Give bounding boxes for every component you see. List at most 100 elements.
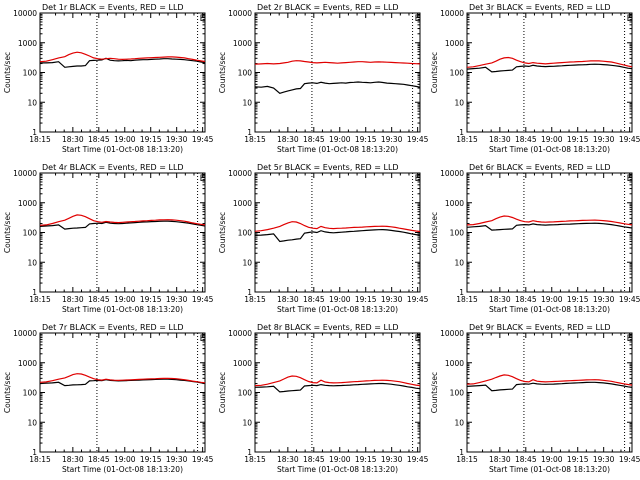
- plot-marker: E: [627, 174, 633, 184]
- plot-title: Det 8r BLACK = Events, RED = LLD: [257, 323, 399, 332]
- plot-title: Det 5r BLACK = Events, RED = LLD: [257, 163, 399, 172]
- x-tick-label: 19:15: [140, 455, 162, 464]
- x-tick-label: 19:30: [593, 135, 615, 144]
- x-tick-label: 18:15: [244, 295, 266, 304]
- x-tick-label: 19:30: [381, 295, 403, 304]
- y-tick-label: 10000: [440, 169, 464, 178]
- y-axis-label: Counts/sec: [218, 52, 227, 93]
- x-tick-label: 18:30: [277, 455, 299, 464]
- y-tick-label: 10: [27, 98, 37, 107]
- y-tick-label: 1: [32, 128, 37, 137]
- y-tick-label: 10: [454, 418, 464, 427]
- y-tick-label: 1000: [233, 359, 252, 368]
- lld-series-line: [254, 375, 421, 387]
- x-tick-label: 18:30: [277, 295, 299, 304]
- y-tick-label: 10: [454, 98, 464, 107]
- detector-plot-2: 1 10 100 1000 10000 18:15 18:30 18:45 19:00 19:15…: [218, 3, 429, 154]
- x-tick-label: 19:45: [407, 135, 429, 144]
- plot-marker: E: [200, 334, 206, 344]
- x-tick-label: 19:45: [192, 455, 214, 464]
- x-tick-label: 18:15: [29, 455, 51, 464]
- x-tick-label: 18:30: [62, 455, 84, 464]
- x-tick-label: 18:15: [456, 455, 478, 464]
- lld-series-line: [466, 215, 633, 226]
- plot-title: Det 2r BLACK = Events, RED = LLD: [257, 3, 399, 12]
- y-tick-label: 100: [450, 229, 465, 238]
- plot-marker: E: [627, 334, 633, 344]
- detector-plot-9: 1 10 100 1000 10000 18:15 18:30 18:45 19:00 19:15…: [430, 323, 640, 474]
- events-series-line: [254, 228, 421, 243]
- x-tick-label: 18:45: [303, 455, 325, 464]
- plot-marker: E: [415, 174, 421, 184]
- x-tick-label: 19:30: [381, 135, 403, 144]
- plot-marker: E: [415, 334, 421, 344]
- x-tick-label: 18:30: [62, 135, 84, 144]
- x-tick-label: 18:45: [515, 295, 537, 304]
- detector-plot-7: 1 10 100 1000 10000 18:15 18:30 18:45 19:00 19:15…: [3, 323, 214, 474]
- y-tick-label: 1: [247, 128, 252, 137]
- y-tick-label: 100: [23, 69, 38, 78]
- plot-frame: [466, 332, 633, 453]
- x-tick-label: 18:45: [88, 455, 110, 464]
- x-tick-label: 19:15: [355, 135, 377, 144]
- y-tick-label: 1000: [18, 39, 37, 48]
- y-tick-label: 1: [247, 448, 252, 457]
- plot-frame: [254, 12, 421, 133]
- x-tick-label: 18:45: [515, 455, 537, 464]
- detector-plot-8: 1 10 100 1000 10000 18:15 18:30 18:45 19:00 19:15…: [218, 323, 429, 474]
- y-tick-label: 100: [23, 229, 38, 238]
- x-tick-label: 19:15: [567, 455, 589, 464]
- events-series-line: [254, 81, 421, 94]
- x-tick-label: 19:00: [541, 455, 563, 464]
- x-tick-label: 19:00: [114, 455, 136, 464]
- x-tick-label: 18:45: [88, 135, 110, 144]
- plot-marker: E: [200, 14, 206, 24]
- x-tick-label: 18:15: [456, 135, 478, 144]
- plot-title: Det 9r BLACK = Events, RED = LLD: [469, 323, 611, 332]
- x-tick-label: 19:30: [381, 455, 403, 464]
- y-axis-label: Counts/sec: [3, 52, 12, 93]
- x-tick-label: 19:15: [355, 295, 377, 304]
- x-tick-label: 18:45: [88, 295, 110, 304]
- x-tick-label: 18:15: [29, 135, 51, 144]
- x-tick-label: 19:45: [619, 135, 640, 144]
- x-tick-label: 19:30: [166, 135, 188, 144]
- x-tick-label: 19:45: [192, 295, 214, 304]
- x-tick-label: 19:30: [166, 455, 188, 464]
- x-axis-label: Start Time (01-Oct-08 18:13:20): [277, 305, 398, 314]
- detector-plot-3: 1 10 100 1000 10000 18:15 18:30 18:45 19:00 19:15…: [430, 3, 640, 154]
- plot-title: Det 3r BLACK = Events, RED = LLD: [469, 3, 611, 12]
- y-axis-label: Counts/sec: [218, 212, 227, 253]
- events-series-line: [254, 382, 421, 393]
- x-tick-label: 18:30: [489, 295, 511, 304]
- plot-marker: E: [415, 14, 421, 24]
- y-tick-label: 1000: [445, 39, 464, 48]
- x-tick-label: 19:30: [593, 295, 615, 304]
- x-axis-label: Start Time (01-Oct-08 18:13:20): [489, 145, 610, 154]
- lld-series-line: [39, 51, 206, 63]
- x-tick-label: 19:45: [619, 295, 640, 304]
- x-tick-label: 18:15: [244, 455, 266, 464]
- y-axis-label: Counts/sec: [430, 372, 439, 413]
- y-tick-label: 10: [454, 258, 464, 267]
- y-tick-label: 10000: [440, 9, 464, 18]
- lld-series-line: [39, 373, 206, 384]
- y-tick-label: 1: [459, 128, 464, 137]
- x-tick-label: 19:15: [140, 295, 162, 304]
- y-tick-label: 10: [27, 258, 37, 267]
- y-tick-label: 10000: [13, 169, 37, 178]
- y-axis-label: Counts/sec: [430, 212, 439, 253]
- y-axis-label: Counts/sec: [3, 212, 12, 253]
- y-tick-label: 100: [450, 69, 465, 78]
- x-tick-label: 18:45: [515, 135, 537, 144]
- events-series-line: [466, 381, 633, 392]
- x-tick-label: 19:15: [567, 135, 589, 144]
- y-tick-label: 1: [32, 288, 37, 297]
- lld-series-line: [466, 56, 633, 68]
- y-tick-label: 1000: [233, 199, 252, 208]
- x-tick-label: 19:45: [192, 135, 214, 144]
- x-axis-label: Start Time (01-Oct-08 18:13:20): [277, 145, 398, 154]
- plot-title: Det 4r BLACK = Events, RED = LLD: [42, 163, 184, 172]
- y-tick-label: 10: [242, 418, 252, 427]
